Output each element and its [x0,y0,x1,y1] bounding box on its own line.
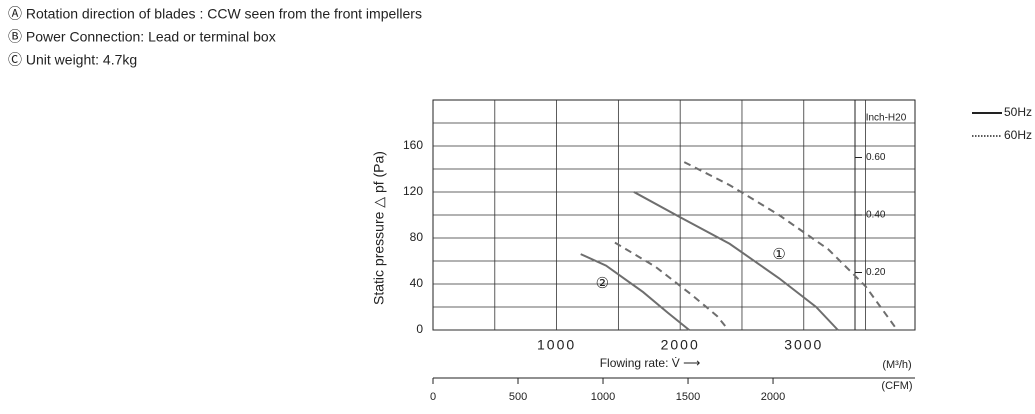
note: Ⓐ Rotation direction of blades : CCW see… [8,6,422,22]
curve [633,191,839,331]
x-tick-label: 3000 [784,337,823,353]
y2-tick-label: 0.20 [866,267,886,278]
curve-label: ① [772,246,785,263]
legend-label: 60Hz [1004,128,1032,142]
x-axis-label: Flowing rate: V̇ ⟶ [600,356,701,370]
curve-label: ② [596,275,609,292]
y2-tick-label: 0.40 [866,210,886,221]
x-tick-label: 2000 [661,337,700,353]
x-unit: (M³/h) [882,359,911,371]
x2-tick-label: 1000 [591,391,615,403]
y-tick-label: 160 [403,138,423,152]
x2-tick-label: 2000 [761,391,785,403]
y-tick-label: 40 [410,276,424,290]
x2-tick-label: 500 [509,391,527,403]
y2-tick-label: 0.60 [866,152,886,163]
note: Ⓑ Power Connection: Lead or terminal box [8,29,276,45]
x-tick-label: 1000 [537,337,576,353]
legend-label: 50Hz [1004,105,1032,119]
curve [580,253,690,331]
y-tick-label: 80 [410,230,424,244]
y-axis-label: Static pressure △ pf (Pa) [371,151,387,305]
y2-unit: Inch-H20 [866,113,907,124]
curve [614,241,730,331]
x2-unit: (CFM) [881,380,912,392]
y-tick-label: 0 [416,322,423,336]
x2-tick-label: 1500 [676,391,700,403]
x2-tick-label: 0 [430,391,436,403]
note: Ⓒ Unit weight: 4.7kg [8,52,137,68]
y-tick-label: 120 [403,184,423,198]
curve [683,161,899,331]
